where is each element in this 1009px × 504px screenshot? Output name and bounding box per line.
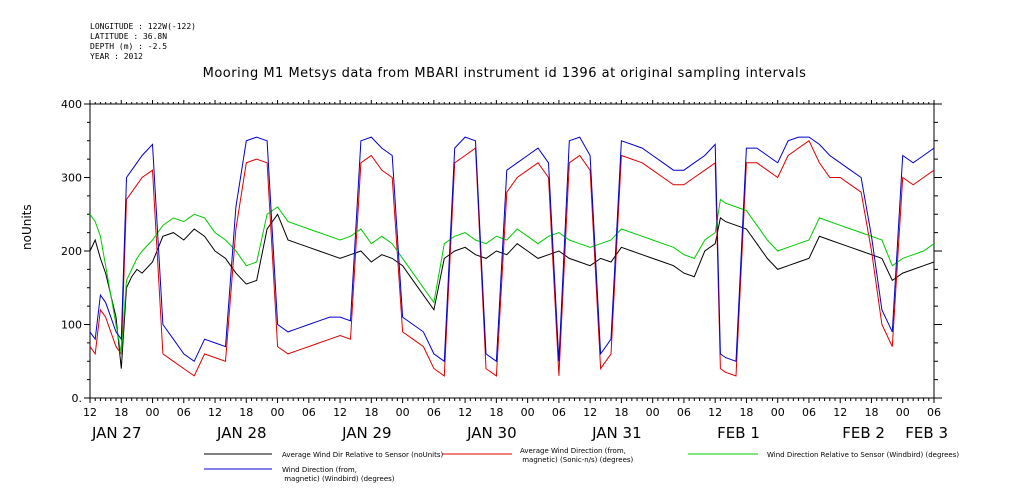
x-day-label: JAN 27 [91,424,142,442]
x-hour-label: 12 [833,406,847,419]
x-hour-label: 06 [927,406,941,419]
x-day-label: JAN 29 [341,424,392,442]
x-day-label: FEB 1 [717,424,760,442]
x-hour-label: 12 [583,406,597,419]
y-tick-label: 0. [72,392,83,405]
series-line-1 [89,140,935,377]
plot-frame [89,103,935,399]
x-hour-label: 18 [239,406,253,419]
x-hour-label: 18 [489,406,503,419]
x-hour-label: 12 [208,406,222,419]
x-hour-label: 18 [739,406,753,419]
longitude-label: LONGITUDE : 122W(-122) [90,22,196,31]
x-hour-label: 06 [177,406,191,419]
legend-label-red: Average Wind Direction (from, magnetic) … [520,447,634,464]
x-hour-label: 18 [364,406,378,419]
y-tick-label: 300 [61,172,82,185]
y-tick-label: 400 [61,98,82,111]
x-day-label: JAN 31 [591,424,642,442]
x-day-label: FEB 3 [905,424,948,442]
depth-label: DEPTH (m) : -2.5 [90,42,168,51]
x-hour-label: 00 [771,406,785,419]
legend-label-blue: Wind Direction (from, magnetic) (Windbir… [282,466,395,483]
x-hour-label: 12 [333,406,347,419]
x-hour-label: 00 [521,406,535,419]
x-hour-label: 06 [302,406,316,419]
series-line-0 [89,213,935,369]
year-label: YEAR : 2012 [90,52,143,61]
legend-label-green: Wind Direction Relative to Sensor (Windb… [767,451,960,459]
x-hour-label: 12 [708,406,722,419]
legend-label-black: Average Wind Dir Relative to Sensor (noU… [282,451,444,459]
x-hour-label: 12 [458,406,472,419]
x-day-label: JAN 30 [466,424,516,442]
x-hour-label: 18 [114,406,128,419]
x-hour-label: 18 [864,406,878,419]
y-tick-label: 100 [61,319,82,332]
series-line-3 [89,136,935,363]
series-line-2 [89,198,935,354]
x-day-label: FEB 2 [842,424,885,442]
y-tick-label: 200 [61,245,82,258]
x-hour-label: 00 [396,406,410,419]
x-hour-label: 12 [83,406,97,419]
x-hour-label: 06 [677,406,691,419]
x-hour-label: 00 [146,406,160,419]
latitude-label: LATITUDE : 36.8N [90,32,168,41]
x-day-label: JAN 28 [216,424,267,442]
x-hour-label: 06 [802,406,816,419]
x-hour-label: 00 [646,406,660,419]
x-hour-label: 00 [271,406,285,419]
chart-title: Mooring M1 Metsys data from MBARI instru… [202,66,807,81]
x-hour-label: 18 [614,406,628,419]
x-hour-label: 06 [427,406,441,419]
x-hour-label: 00 [896,406,910,419]
x-hour-label: 06 [552,406,566,419]
